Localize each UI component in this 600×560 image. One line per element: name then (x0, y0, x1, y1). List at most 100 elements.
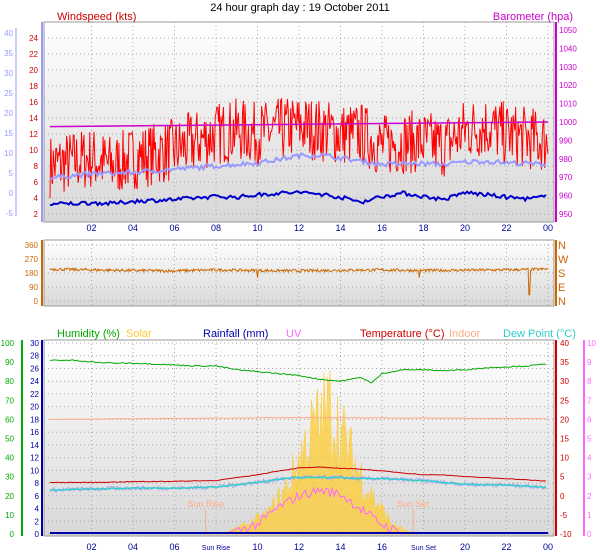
temperature-x-tick-label: 22 (501, 542, 511, 552)
temperature-x-tick-label: 04 (128, 542, 138, 552)
temperature-tick-label: 30 (560, 377, 569, 386)
barometer-tick-label: 990 (559, 136, 573, 145)
temperature-x-tick-label: 10 (252, 542, 262, 552)
windspeed-axis-title: Windspeed (kts) (57, 11, 136, 23)
wind-barometer-panel: Windspeed (kts) Barometer (hpa) 02 04 06 08… (4, 11, 577, 233)
barometer-tick-label: 1040 (559, 44, 577, 53)
gust-line (49, 97, 549, 199)
temperature-x-tick-label: 20 (460, 542, 470, 552)
uv-tick-label: 2 (587, 492, 592, 501)
solar-area (205, 369, 414, 535)
barometer-tick-label: 1020 (559, 81, 577, 90)
humidity-tick-label: 70 (5, 396, 14, 405)
legend-uv: UV (286, 328, 302, 340)
compass-label: N (558, 240, 566, 252)
compass-label: W (558, 254, 569, 266)
temperature-tick-label: 40 (560, 339, 569, 348)
rainfall-tick-label: 14 (30, 441, 39, 450)
wind-x-tick-label: 18 (418, 223, 428, 233)
wind-inner-tick-label: 16 (29, 98, 38, 107)
humidity-tick-label: 10 (5, 511, 14, 520)
barometer-tick-label: 960 (559, 192, 573, 201)
uv-tick-label: 4 (587, 454, 592, 463)
temperature-x-tick-label: 00 (543, 542, 553, 552)
beaufort-line (49, 190, 547, 207)
uv-tick-label: 8 (587, 377, 592, 386)
wind-x-tick-label: 02 (86, 223, 96, 233)
temperature-x-tick-label: 02 (86, 542, 96, 552)
humidity-tick-label: 100 (1, 339, 15, 348)
uv-tick-label: 5 (587, 435, 592, 444)
temperature-x-tick-label: Sun Rise (202, 545, 231, 552)
indoor-line (49, 416, 549, 420)
direction-tick-label: 90 (29, 283, 38, 292)
humidity-tick-label: 80 (5, 377, 14, 386)
rainfall-tick-label: 8 (35, 479, 40, 488)
wind-outer-tick-label: 20 (4, 109, 13, 118)
direction-tick-label: 180 (25, 269, 39, 278)
humidity-tick-label: 90 (5, 358, 14, 367)
barometer-tick-label: 1000 (559, 118, 577, 127)
barometer-tick-label: 1010 (559, 100, 577, 109)
rainfall-tick-label: 16 (30, 428, 39, 437)
wind-x-tick-label: 08 (211, 223, 221, 233)
humidity-line (49, 359, 547, 384)
uv-tick-label: 10 (587, 339, 596, 348)
wind-outer-tick-label: 30 (4, 69, 13, 78)
humidity-tick-label: 50 (5, 435, 14, 444)
chart-title: 24 hour graph day : 19 October 2011 (210, 2, 390, 14)
direction-tick-label: 270 (25, 255, 39, 264)
wind-x-tick-label: 04 (128, 223, 138, 233)
wind-inner-tick-label: 2 (34, 210, 39, 219)
wind-inner-tick-label: 12 (29, 130, 38, 139)
barometer-tick-label: 980 (559, 155, 573, 164)
wind-inner-tick-label: 14 (29, 114, 38, 123)
wind-outer-tick-label: 25 (4, 89, 13, 98)
temperature-tick-label: 35 (560, 358, 569, 367)
legend-humidity: Humidity (%) (57, 328, 120, 340)
rainfall-tick-label: 30 (30, 339, 39, 348)
direction-tick-label: 0 (34, 297, 39, 306)
rainfall-tick-label: 18 (30, 415, 39, 424)
uv-tick-label: 9 (587, 358, 592, 367)
temperature-humidity-panel: Humidity (%) Solar Rainfall (mm) UV Temp… (1, 328, 597, 552)
wind-x-tick-label: 06 (169, 223, 179, 233)
temperature-x-tick-label: 06 (169, 542, 179, 552)
temperature-tick-label: 25 (560, 396, 569, 405)
wind-x-tick-label: 12 (294, 223, 304, 233)
barometer-tick-label: 1050 (559, 26, 577, 35)
temperature-tick-label: -5 (560, 511, 568, 520)
rainfall-tick-label: 28 (30, 352, 39, 361)
compass-label: N (558, 296, 566, 308)
temperature-tick-label: 0 (560, 492, 565, 501)
rainfall-tick-label: 10 (30, 466, 39, 475)
wind-x-tick-label: 10 (252, 223, 262, 233)
rainfall-tick-label: 0 (35, 530, 40, 539)
legend-rainfall: Rainfall (mm) (203, 328, 268, 340)
wind-outer-tick-label: 10 (4, 149, 13, 158)
wind-inner-tick-label: 24 (29, 34, 38, 43)
sun-marker-label: Sun Rise (187, 499, 224, 509)
legend-solar: Solar (126, 328, 152, 340)
humidity-tick-label: 30 (5, 473, 14, 482)
barometer-tick-label: 970 (559, 173, 573, 182)
temperature-tick-label: 15 (560, 435, 569, 444)
wind-x-tick-label: 00 (543, 223, 553, 233)
compass-label: S (558, 268, 565, 280)
rainfall-tick-label: 24 (30, 377, 39, 386)
temperature-tick-label: -10 (560, 530, 572, 539)
wind-inner-tick-label: 20 (29, 66, 38, 75)
humidity-tick-label: 40 (5, 454, 14, 463)
barometer-tick-label: 1030 (559, 63, 577, 72)
uv-tick-label: 3 (587, 473, 592, 482)
temperature-x-tick-label: 14 (335, 542, 345, 552)
rainfall-tick-label: 12 (30, 454, 39, 463)
barometer-axis-title: Barometer (hpa) (493, 11, 573, 23)
wind-inner-tick-label: 4 (34, 194, 39, 203)
wind-outer-tick-label: 15 (4, 129, 13, 138)
temperature-tick-label: 20 (560, 415, 569, 424)
wind-x-tick-label: 16 (377, 223, 387, 233)
temperature-tick-label: 5 (560, 473, 565, 482)
